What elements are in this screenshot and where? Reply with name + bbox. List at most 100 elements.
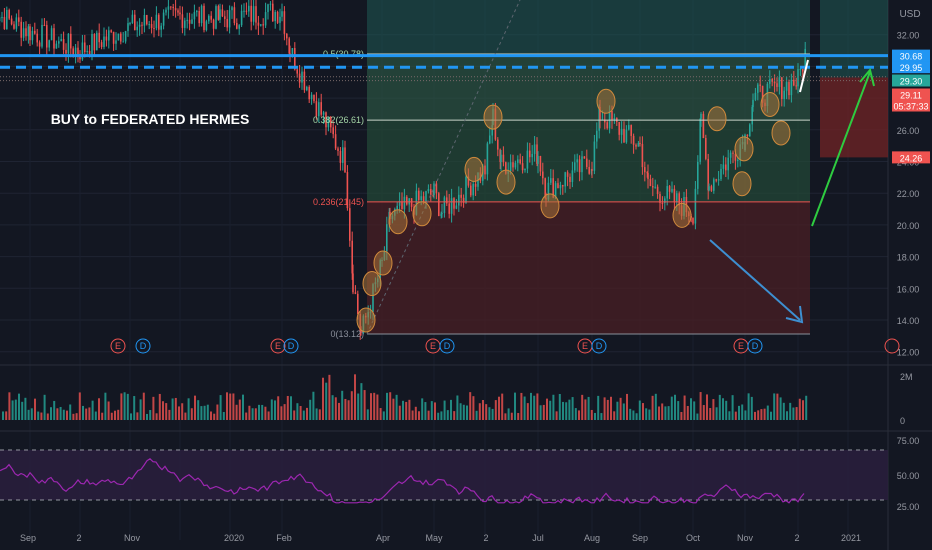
volume-bar <box>72 413 75 420</box>
candle-up <box>260 24 262 26</box>
candle-down <box>88 50 91 57</box>
candle-up <box>155 14 158 29</box>
candle-down <box>505 162 507 174</box>
candle-down <box>198 10 200 24</box>
candle-up <box>131 14 134 24</box>
earnings-marker <box>110 338 126 354</box>
volume-bar <box>472 396 475 420</box>
candle-down <box>512 162 514 168</box>
candle-down <box>418 190 420 201</box>
candle-up <box>574 162 576 171</box>
candle-down <box>668 186 671 192</box>
candle-up <box>491 125 493 136</box>
volume-bar <box>168 409 171 420</box>
candle-down <box>288 38 290 54</box>
candle-down <box>34 30 36 34</box>
candle-down <box>272 3 274 22</box>
volume-bars <box>2 374 808 420</box>
volume-bar <box>434 402 436 420</box>
candle-up <box>458 194 460 206</box>
volume-bar <box>258 404 260 420</box>
up-arrow-head <box>859 67 875 87</box>
candle-down <box>692 217 694 224</box>
candle-up <box>550 178 552 183</box>
volume-bar <box>165 403 168 420</box>
volume-bar <box>581 394 584 420</box>
candle-up <box>559 185 562 189</box>
candle-down <box>453 198 455 209</box>
volume-bar <box>18 393 20 420</box>
right-zone-red <box>820 77 888 158</box>
volume-bar <box>773 393 776 420</box>
volume-bar <box>453 411 456 420</box>
volume-bar <box>402 400 404 420</box>
volume-bar <box>466 405 468 420</box>
fib-zone-0.5-0.382 <box>367 54 810 121</box>
candle-down <box>320 102 322 115</box>
trend-arrows <box>709 59 875 324</box>
volume-bar <box>341 390 344 420</box>
volume-bar <box>725 400 728 420</box>
volume-bar <box>712 399 715 420</box>
candle-down <box>65 49 67 54</box>
candle-down <box>710 186 713 191</box>
volume-bar <box>638 400 641 420</box>
candle-down <box>673 188 676 203</box>
volume-bar <box>200 406 203 420</box>
candle-up <box>472 183 474 196</box>
candle-down <box>462 197 465 203</box>
price-tag <box>892 88 930 101</box>
volume-bar <box>520 392 523 420</box>
volume-bar <box>238 399 241 420</box>
time-tick: Sep <box>632 533 648 543</box>
price-tag <box>892 99 930 112</box>
candle-down <box>43 24 46 26</box>
candle-down <box>360 331 362 333</box>
price-tick: 26.00 <box>897 126 920 136</box>
time-tick: 2 <box>76 533 81 543</box>
candle-down <box>98 32 100 43</box>
candle-up <box>193 12 196 20</box>
price-tag-label: 30.68 <box>900 52 923 62</box>
volume-bar <box>667 406 670 420</box>
volume-bar <box>344 398 347 420</box>
volume-tick: 0 <box>900 416 905 426</box>
volume-bar <box>699 392 702 420</box>
volume-bar <box>635 413 638 420</box>
volume-bar <box>802 400 804 420</box>
candle-down <box>521 163 524 171</box>
candle-up <box>219 9 221 20</box>
volume-bar <box>715 407 718 420</box>
volume-bar <box>110 412 113 420</box>
price-tag-label: 29.11 <box>900 91 922 101</box>
volume-bar <box>587 396 590 420</box>
candle-down <box>146 14 148 25</box>
time-axis[interactable]: Sep 2 Nov 2020 Feb Apr May 2 Jul Aug Sep Oct Nov 2 202… <box>20 533 861 543</box>
price-tag <box>892 61 930 74</box>
candle-up <box>628 125 630 130</box>
swing-circle <box>496 169 516 195</box>
volume-bar <box>571 397 574 420</box>
volume-bar <box>526 403 529 420</box>
time-tick: Feb <box>276 533 292 543</box>
resistance-lines <box>0 54 888 82</box>
candle-up <box>124 31 127 42</box>
swing-circle <box>412 201 432 227</box>
candle-up <box>581 156 583 173</box>
candle-up <box>248 5 250 12</box>
candle-down <box>646 172 648 174</box>
volume-bar <box>197 400 200 420</box>
price-axis[interactable]: USD32.0030.0028.0026.0024.0022.0020.0018… <box>892 9 930 512</box>
volume-bar <box>677 401 680 420</box>
volume-bar <box>245 412 248 420</box>
candle-up <box>60 39 62 42</box>
volume-bar <box>696 413 699 420</box>
volume-bar <box>43 394 46 420</box>
volume-bar <box>229 393 232 420</box>
candle-down <box>435 183 438 194</box>
candle-down <box>793 79 795 86</box>
volume-bar <box>114 410 116 420</box>
volume-bar <box>373 392 376 420</box>
candle-down <box>349 208 351 241</box>
candle-up <box>608 110 611 129</box>
